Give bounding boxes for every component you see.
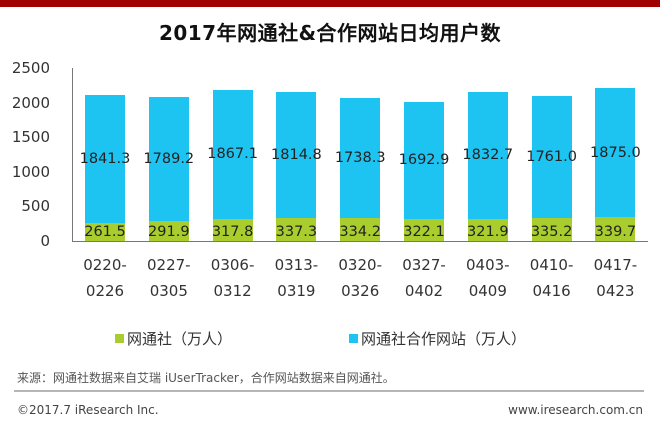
bar-segment-partner-sites	[340, 97, 381, 218]
bar-segment-wangtongshe	[85, 222, 125, 241]
bar-segment-partner-sites	[467, 91, 508, 219]
stacked-bar: 1738.3 334.2	[335, 97, 386, 241]
legend-swatch-blue	[349, 334, 358, 343]
data-label-partner-sites: 1761.0	[526, 148, 577, 165]
x-tick-label: 0423	[596, 282, 635, 300]
x-tick-label: 0416	[532, 282, 571, 300]
y-tick-label: 500	[21, 197, 50, 216]
bar-segment-partner-sites	[531, 95, 572, 218]
legend-swatch-green	[115, 334, 124, 343]
stacked-bar: 1692.9 322.1	[399, 101, 449, 241]
divider	[14, 390, 644, 392]
bar-segment-wangtongshe	[148, 220, 189, 241]
stacked-bar: 1875.0 339.7	[590, 87, 641, 241]
x-tick-label: 0410-	[529, 256, 574, 274]
y-tick-label: 0	[40, 232, 50, 250]
x-tick-label: 0403-	[466, 256, 510, 274]
x-tick-label: 0220-	[83, 256, 127, 274]
x-tick-label: 0313-	[274, 256, 319, 274]
x-tick-label: 0306-	[210, 256, 255, 274]
data-label-wangtongshe: 317.8	[211, 223, 254, 240]
bar-segment-partner-sites	[276, 92, 317, 218]
x-tick-label: 0326	[341, 282, 380, 300]
bar-segment-wangtongshe	[531, 217, 572, 241]
stacked-bar: 1789.2 291.9	[143, 96, 194, 241]
data-label-wangtongshe: 261.5	[84, 223, 126, 240]
data-label-partner-sites: 1875.0	[590, 144, 641, 161]
bar-segment-partner-sites	[148, 96, 189, 221]
bar-segment-wangtongshe	[212, 219, 253, 241]
bar-segment-partner-sites	[212, 89, 253, 219]
bar-segment-wangtongshe	[340, 217, 381, 241]
data-label-wangtongshe: 339.7	[594, 223, 637, 240]
source-note: 来源：网通社数据来自艾瑞 iUserTracker，合作网站数据来自网通社。	[17, 371, 395, 385]
data-label-wangtongshe: 334.2	[339, 223, 381, 240]
bar-segment-partner-sites	[85, 95, 125, 223]
chart-title: 2017年网通社&合作网站日均用户数	[158, 21, 502, 45]
stacked-bar: 1814.8 337.3	[271, 92, 322, 241]
stacked-bar: 1761.0 335.2	[526, 95, 577, 241]
legend-item-wangtongshe: 网通社（万人）	[115, 328, 232, 349]
x-tick-label: 0227-	[147, 256, 191, 274]
stacked-bar: 1832.7 321.9	[462, 91, 513, 241]
y-tick-label: 1000	[11, 162, 50, 181]
stacked-bar: 1867.1 317.8	[207, 89, 258, 241]
x-tick-label: 0402	[404, 282, 444, 300]
top-accent-bar	[0, 0, 660, 7]
bar-segment-wangtongshe	[276, 217, 317, 241]
bar-segment-wangtongshe	[595, 217, 636, 241]
legend-label: 网通社（万人）	[127, 330, 233, 348]
chart-plot-area: 2500 2000 1500 1000 500 0 1841.3 261.5 1789.2 29…	[11, 59, 648, 300]
data-label-partner-sites: 1832.7	[462, 147, 514, 164]
data-label-partner-sites: 1738.3	[334, 149, 386, 166]
legend-item-partner-sites: 网通社合作网站（万人）	[349, 328, 526, 349]
data-label-partner-sites: 1692.9	[398, 152, 450, 169]
data-label-wangtongshe: 291.9	[148, 223, 190, 240]
x-tick-label: 0312	[213, 282, 252, 300]
x-tick-label: 0319	[277, 282, 316, 300]
bar-segment-wangtongshe	[467, 218, 508, 241]
x-tick-label: 0417-	[593, 256, 638, 274]
bar-segment-wangtongshe	[404, 218, 444, 241]
x-axis	[72, 241, 648, 242]
bar-segment-partner-sites	[595, 87, 636, 218]
bar-segment-partner-sites	[404, 101, 444, 219]
copyright-text: ©2017.7 iResearch Inc.	[17, 403, 159, 417]
y-tick-label: 1500	[11, 128, 50, 147]
data-label-wangtongshe: 335.2	[530, 223, 573, 240]
stacked-bar: 1841.3 261.5	[80, 95, 130, 241]
data-label-partner-sites: 1841.3	[79, 151, 131, 168]
x-tick-label: 0305	[149, 282, 188, 300]
y-axis	[72, 68, 73, 242]
y-tick-label: 2500	[11, 59, 50, 77]
legend-label: 网通社合作网站（万人）	[361, 330, 527, 348]
x-tick-label: 0327-	[402, 256, 446, 274]
data-label-partner-sites: 1867.1	[207, 146, 258, 163]
data-label-partner-sites: 1789.2	[143, 150, 195, 167]
x-tick-label: 0409	[468, 282, 507, 300]
x-tick-label: 0320-	[338, 256, 382, 274]
data-label-wangtongshe: 321.9	[467, 223, 509, 240]
data-label-wangtongshe: 322.1	[403, 223, 445, 240]
data-label-partner-sites: 1814.8	[271, 146, 322, 163]
y-tick-label: 2000	[11, 93, 50, 112]
x-tick-label: 0226	[85, 282, 125, 300]
data-label-wangtongshe: 337.3	[275, 223, 318, 240]
website-link[interactable]: www.iresearch.com.cn	[508, 403, 643, 417]
